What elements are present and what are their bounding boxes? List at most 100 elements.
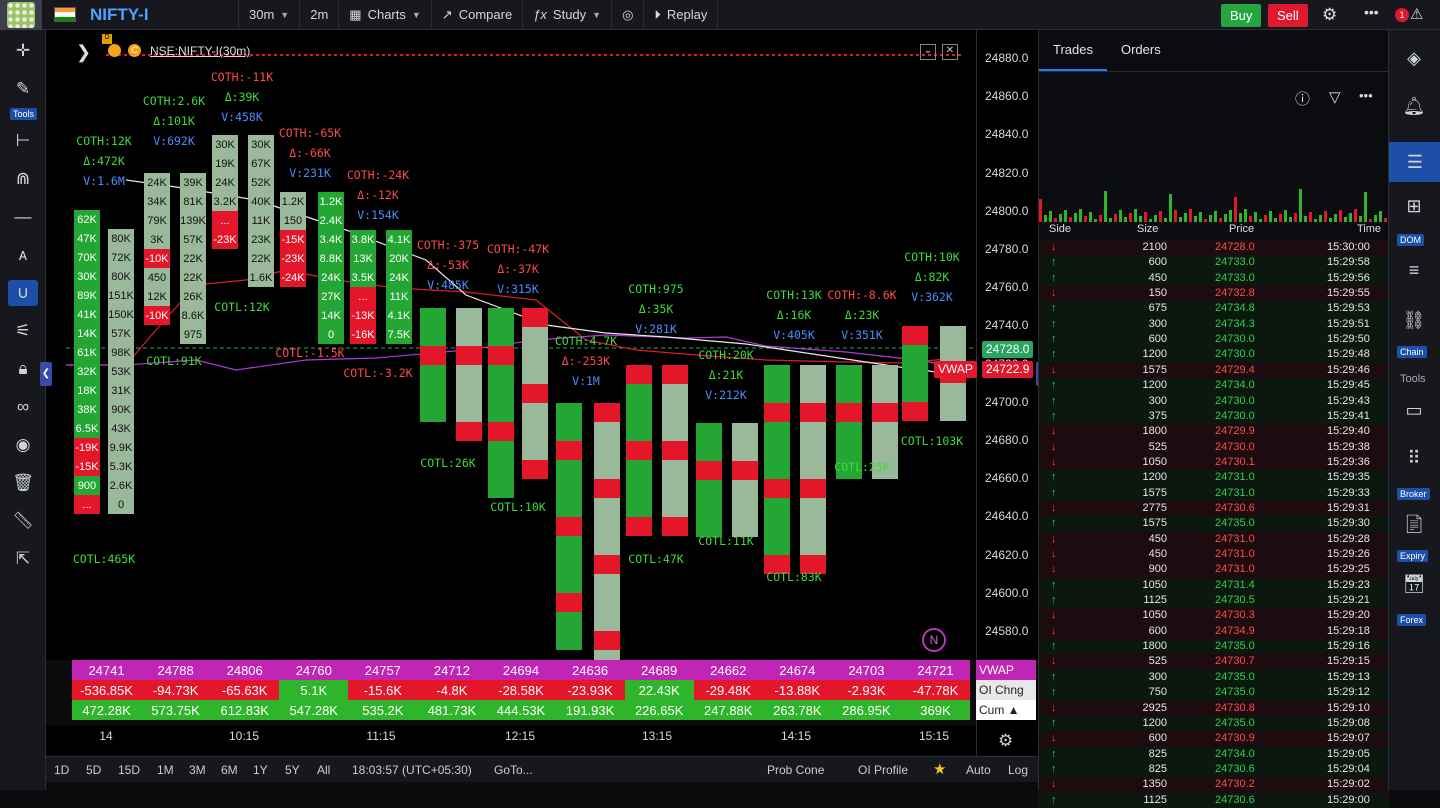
horizontal-line-icon[interactable]: — — [14, 207, 32, 226]
range-button[interactable]: 1M — [157, 763, 174, 777]
range-button[interactable]: 1Y — [253, 763, 268, 777]
trade-row[interactable]: ↑ 600 24730.0 15:29:50 — [1039, 332, 1389, 348]
range-button[interactable]: 5D — [86, 763, 102, 777]
trade-row[interactable]: ↑ 1125 24730.5 15:29:21 — [1039, 593, 1389, 609]
legend-oi-chng[interactable]: OI Chng — [976, 680, 1036, 700]
trade-row[interactable]: ↑ 375 24730.0 15:29:41 — [1039, 408, 1389, 425]
price-axis[interactable]: 24880.0 24860.0 24840.0 24820.0 24800.0 24780… — [976, 30, 1038, 756]
trade-row[interactable]: ↑ 1200 24734.0 15:29:45 — [1039, 378, 1389, 394]
symbol-name[interactable]: NIFTY-I — [90, 4, 149, 24]
chart-legend[interactable]: NSE:NIFTY-I(30m) — [150, 44, 251, 58]
more-icon[interactable]: ••• — [1364, 4, 1379, 20]
brush-icon[interactable]: ⚟ — [15, 321, 31, 340]
compare-button[interactable]: ↗ Compare — [430, 0, 522, 30]
trade-row[interactable]: ↓ 150 24732.8 15:29:55 — [1039, 286, 1389, 302]
trade-row[interactable]: ↑ 300 24734.3 15:29:51 — [1039, 316, 1389, 333]
crosshair-icon[interactable]: ✛ — [15, 41, 31, 60]
legend-close-icon[interactable]: ✕ — [942, 44, 958, 60]
trade-row[interactable]: ↑ 675 24734.8 15:29:53 — [1039, 301, 1389, 317]
trade-row[interactable]: ↓ 525 24730.0 15:29:38 — [1039, 439, 1389, 455]
trade-row[interactable]: ↑ 1200 24731.0 15:29:35 — [1039, 470, 1389, 486]
trade-row[interactable]: ↓ 2775 24730.6 15:29:31 — [1039, 500, 1389, 517]
chart-settings-gear-icon[interactable]: ⚙ — [998, 731, 1014, 750]
sell-button[interactable]: Sell — [1268, 4, 1308, 27]
chain-icon[interactable]: ⛓︎ — [1402, 309, 1426, 330]
trade-row[interactable]: ↑ 825 24730.6 15:29:04 — [1039, 761, 1389, 778]
pattern-icon[interactable]: ⋒ — [15, 169, 31, 188]
range-button[interactable]: 6M — [221, 763, 238, 777]
legend-vwap[interactable]: VWAP — [976, 660, 1036, 680]
tab-trades[interactable]: Trades — [1039, 30, 1107, 71]
instagram-button[interactable]: ◎ — [611, 0, 643, 30]
range-button[interactable]: All — [317, 763, 331, 777]
trade-row[interactable]: ↑ 1125 24730.6 15:29:00 — [1039, 792, 1389, 808]
oi-profile-button[interactable]: OI Profile — [858, 763, 909, 777]
help-icon[interactable]: ⓘ — [1295, 91, 1311, 108]
text-tool-icon[interactable]: ᴀ — [18, 245, 28, 264]
n-badge[interactable]: N — [922, 628, 946, 652]
cursor-icon[interactable]: ⇱ — [15, 549, 31, 568]
replay-button[interactable]: ⏵ Replay — [643, 0, 717, 30]
trade-row[interactable]: ↑ 1050 24731.4 15:29:23 — [1039, 577, 1389, 594]
trade-row[interactable]: ↑ 1200 24730.0 15:29:48 — [1039, 347, 1389, 363]
eye-icon[interactable]: ◉ — [15, 435, 31, 454]
trade-row[interactable]: ↑ 300 24735.0 15:29:13 — [1039, 669, 1389, 686]
legend-collapse-icon[interactable]: ⌄ — [920, 44, 936, 60]
range-button[interactable]: 1D — [54, 763, 70, 777]
list-icon[interactable]: ≡ — [1408, 259, 1420, 280]
pencil-icon[interactable]: ✎ — [15, 79, 31, 98]
trade-row[interactable]: ↑ 1575 24735.0 15:29:30 — [1039, 516, 1389, 532]
grid-apps-icon[interactable]: ⠿ — [1407, 447, 1421, 468]
log-button[interactable]: Log — [1008, 763, 1029, 777]
ruler-icon[interactable]: 📏︎ — [12, 511, 34, 530]
trade-row[interactable]: ↑ 825 24734.0 15:29:05 — [1039, 746, 1389, 762]
interval2-button[interactable]: 2m — [299, 0, 338, 30]
tab-orders[interactable]: Orders — [1120, 42, 1161, 57]
interval-dropdown[interactable]: 30m ▼ — [238, 0, 299, 30]
trade-row[interactable]: ↓ 1050 24730.3 15:29:20 — [1039, 608, 1389, 624]
goto-button[interactable]: GoTo... — [494, 763, 533, 777]
trade-row[interactable]: ↓ 450 24731.0 15:29:26 — [1039, 547, 1389, 563]
study-dropdown[interactable]: ƒx Study ▼ — [522, 0, 611, 30]
link-icon[interactable]: ∞ — [16, 397, 30, 416]
collapse-toolbar-chevron-icon[interactable]: ❮ — [40, 362, 52, 386]
auto-button[interactable]: Auto — [966, 763, 991, 777]
chart-area[interactable]: ❯ D C NSE:NIFTY-I(30m) ⌄ ✕ N 62K 47K 70K 30… — [46, 30, 976, 669]
trade-row[interactable]: ↓ 1575 24729.4 15:29:46 — [1039, 362, 1389, 379]
lock-icon[interactable]: 🔒︎ — [18, 359, 28, 378]
trade-row[interactable]: ↓ 1050 24730.1 15:29:36 — [1039, 454, 1389, 471]
trash-icon[interactable]: 🗑︎ — [12, 473, 34, 492]
trade-row[interactable]: ↓ 900 24731.0 15:29:25 — [1039, 562, 1389, 578]
star-icon[interactable]: ★ — [933, 761, 947, 778]
range-button[interactable]: 15D — [118, 763, 141, 777]
layers-icon[interactable]: ◈ — [1407, 47, 1421, 68]
trade-row[interactable]: ↑ 750 24735.0 15:29:12 — [1039, 685, 1389, 701]
order-book-icon[interactable]: ☰ — [1389, 142, 1440, 182]
expiry-doc-icon[interactable]: 📄︎ — [1402, 513, 1426, 534]
trade-row[interactable]: ↑ 1575 24731.0 15:29:33 — [1039, 485, 1389, 501]
magnet-icon[interactable]: ∪ — [8, 280, 38, 306]
trade-row[interactable]: ↓ 600 24734.9 15:29:18 — [1039, 623, 1389, 640]
time-axis[interactable]: 14 10:15 11:15 12:15 13:15 14:15 15:15 — [46, 725, 976, 755]
range-button[interactable]: 3M — [189, 763, 206, 777]
trade-row[interactable]: ↓ 600 24730.9 15:29:07 — [1039, 731, 1389, 747]
trade-row[interactable]: ↑ 300 24730.0 15:29:43 — [1039, 393, 1389, 409]
more-options-icon[interactable]: ••• — [1359, 88, 1373, 103]
trade-row[interactable]: ↓ 1350 24730.2 15:29:02 — [1039, 777, 1389, 793]
legend-cum[interactable]: Cum ▲ — [976, 700, 1036, 720]
prob-cone-button[interactable]: Prob Cone — [767, 763, 825, 777]
trade-row[interactable]: ↓ 450 24731.0 15:29:28 — [1039, 531, 1389, 548]
range-button[interactable]: 5Y — [285, 763, 300, 777]
charts-dropdown[interactable]: ▦ Charts ▼ — [338, 0, 431, 30]
app-logo[interactable] — [0, 0, 42, 30]
trade-row[interactable]: ↓ 2100 24728.0 15:30:00 — [1039, 240, 1389, 256]
trade-row[interactable]: ↓ 525 24730.7 15:29:15 — [1039, 654, 1389, 670]
trade-row[interactable]: ↑ 1800 24735.0 15:29:16 — [1039, 639, 1389, 655]
trade-row[interactable]: ↑ 600 24733.0 15:29:58 — [1039, 255, 1389, 271]
notification-badge[interactable]: 1 — [1395, 8, 1409, 22]
dom-icon[interactable]: ⊞ — [1406, 195, 1422, 216]
collapse-chevron-icon[interactable]: ❯ — [76, 42, 92, 62]
trade-row[interactable]: ↓ 1800 24729.9 15:29:40 — [1039, 424, 1389, 440]
settings-gear-icon[interactable]: ⚙ — [1322, 5, 1338, 24]
trade-row[interactable]: ↑ 450 24733.0 15:29:56 — [1039, 270, 1389, 287]
